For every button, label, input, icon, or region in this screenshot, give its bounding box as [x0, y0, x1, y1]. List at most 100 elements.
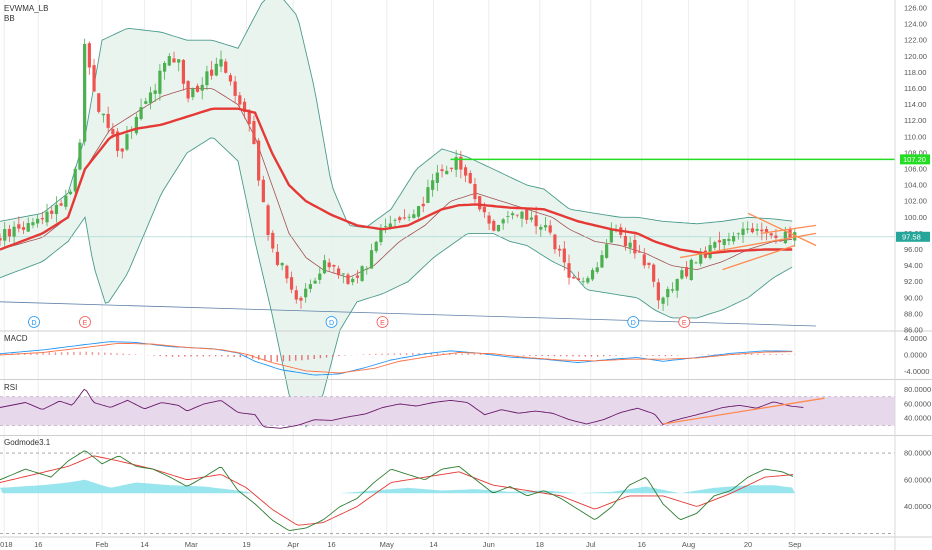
- candle-body: [40, 218, 44, 220]
- time-tick-label: Jun: [483, 540, 495, 549]
- candle-body: [355, 275, 360, 278]
- candle-body: [652, 264, 656, 282]
- event-label: D: [631, 320, 636, 327]
- candle-body: [600, 255, 604, 268]
- candle-body: [661, 297, 665, 304]
- rsi-panel[interactable]: RSI: [0, 383, 895, 429]
- candle-body: [562, 248, 566, 263]
- rsi-title: RSI: [4, 383, 17, 392]
- godmode-green-line: [0, 450, 794, 531]
- candle-body: [332, 264, 336, 267]
- candle-body: [492, 220, 496, 231]
- candle-body: [3, 229, 7, 241]
- candle-body: [21, 227, 26, 230]
- candle-body: [783, 231, 787, 244]
- candle-body: [369, 250, 374, 269]
- candle-body: [689, 259, 693, 281]
- candle-body: [111, 129, 115, 135]
- candle-body: [496, 224, 501, 232]
- candle-body: [416, 206, 421, 217]
- candle-body: [473, 183, 477, 200]
- candle-body: [628, 242, 632, 248]
- candle-body: [144, 101, 148, 104]
- rsi-line: [0, 388, 804, 429]
- candle-body: [398, 217, 402, 221]
- candle-body: [572, 277, 576, 279]
- macd-signal-line: [0, 342, 793, 374]
- candle-body: [26, 223, 30, 232]
- candle-body: [548, 225, 552, 233]
- candle-body: [412, 214, 416, 219]
- candle-body: [384, 226, 388, 228]
- price-tick-label: 108.00: [904, 148, 927, 157]
- candle-body: [12, 226, 16, 237]
- candle-body: [153, 90, 157, 94]
- godmode-panel[interactable]: Godmode3.1: [0, 438, 895, 534]
- candle-body: [73, 168, 77, 192]
- candle-body: [482, 207, 486, 213]
- price-tick-label: 112.00: [904, 116, 926, 125]
- svg-text:107.20: 107.20: [903, 155, 926, 164]
- event-label: D: [31, 320, 36, 327]
- candle-body: [0, 238, 2, 241]
- candle-body: [275, 251, 280, 265]
- candle-body: [407, 216, 411, 218]
- hline-price-tag: 107.20: [900, 154, 930, 165]
- candle-body: [684, 267, 689, 277]
- price-tick-label: 114.00: [904, 100, 926, 109]
- price-tick-label: 86.00: [904, 326, 923, 335]
- price-tick-label: 96.00: [904, 245, 923, 254]
- candle-body: [732, 236, 736, 242]
- time-tick-label: Apr: [287, 540, 299, 549]
- candle-body: [539, 226, 543, 230]
- candle-body: [177, 59, 181, 63]
- price-axis[interactable]: 126.00 124.00 122.00 120.00 118.00 116.00 114.…: [904, 4, 931, 512]
- price-tick-label: 102.00: [904, 197, 927, 206]
- candle-body: [299, 297, 303, 301]
- candle-body: [440, 169, 444, 172]
- macd-panel[interactable]: MACD: [0, 334, 796, 376]
- godmode-tick-label: 80.0000: [904, 449, 931, 458]
- time-tick-label: 14: [140, 540, 148, 549]
- indicator-bb-title: BB: [4, 14, 15, 23]
- candle-body: [214, 63, 218, 76]
- event-circle: [325, 316, 338, 328]
- candle-body: [553, 234, 557, 250]
- candle-body: [656, 282, 660, 301]
- candle-body: [764, 228, 769, 234]
- candle-body: [322, 260, 327, 274]
- price-tick-label: 88.00: [904, 309, 923, 318]
- candle-body: [609, 229, 613, 243]
- candle-body: [318, 273, 322, 280]
- time-axis[interactable]: 2018 16 Feb 14 Mar 19 Apr 16 May 14 Jun 18 Jul 16 Aug 2…: [0, 540, 801, 549]
- time-tick-label: 2018: [0, 540, 13, 549]
- orange-trendline: [760, 224, 817, 235]
- candle-body: [45, 211, 49, 223]
- candle-body: [346, 274, 350, 284]
- candle-body: [543, 225, 548, 228]
- candle-body: [78, 142, 82, 170]
- candle-body: [623, 235, 628, 247]
- candle-body: [31, 222, 35, 226]
- orange-trendline: [747, 212, 817, 247]
- price-tick-label: 106.00: [904, 165, 927, 174]
- candle-body: [558, 248, 562, 251]
- candle-body: [341, 273, 345, 275]
- time-tick-label: 19: [242, 540, 250, 549]
- candle-body: [64, 195, 68, 207]
- candle-body: [360, 266, 364, 281]
- candle-body: [271, 232, 275, 249]
- candle-body: [162, 63, 167, 72]
- candle-body: [793, 232, 797, 241]
- candle-body: [487, 215, 491, 224]
- price-panel[interactable]: D E D E D E EVWMA_LB BB: [0, 0, 895, 428]
- evwma-line: [0, 107, 793, 255]
- time-tick-label: Feb: [96, 540, 109, 549]
- candle-body: [365, 268, 369, 270]
- candle-body: [36, 218, 40, 224]
- candle-body: [158, 70, 162, 94]
- last-price-tag: 97.58: [896, 231, 930, 242]
- candle-body: [717, 240, 722, 243]
